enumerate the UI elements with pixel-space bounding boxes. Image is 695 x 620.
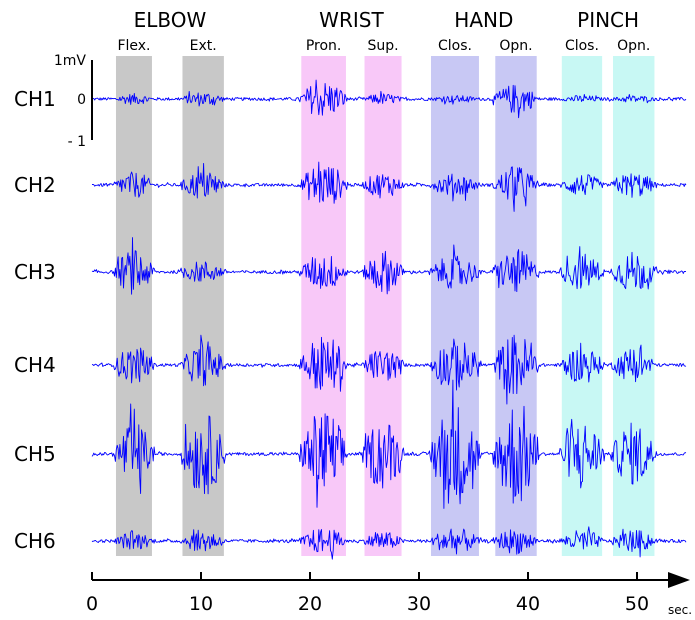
emg-traces	[91, 79, 687, 560]
band-pinch-0	[561, 56, 603, 556]
movement-label-wrist-0: Pron.	[306, 38, 342, 54]
movement-label-pinch-1: Opn.	[617, 38, 650, 54]
channel-label-ch2: CH2	[14, 173, 56, 197]
scale-bottom-label: - 1	[68, 134, 86, 150]
trace-ch6	[91, 526, 687, 560]
movement-label-elbow-1: Ext.	[190, 38, 217, 54]
movement-label-elbow-0: Flex.	[117, 38, 150, 54]
x-tick-label-50: 50	[625, 593, 649, 615]
x-tick-label-20: 20	[298, 593, 322, 615]
group-label-wrist: WRIST	[319, 8, 384, 32]
x-axis-arrow	[668, 572, 690, 588]
x-tick-label-10: 10	[189, 593, 213, 615]
trace-ch2	[91, 161, 687, 212]
group-label-hand: HAND	[454, 8, 513, 32]
x-tick-label-30: 30	[407, 593, 431, 615]
group-label-elbow: ELBOW	[134, 8, 207, 32]
x-tick-label-0: 0	[86, 593, 98, 615]
group-label-pinch: PINCH	[577, 8, 639, 32]
scale-top-label: 1mV	[54, 53, 87, 69]
channel-label-ch4: CH4	[14, 353, 56, 377]
trace-ch4	[91, 334, 687, 405]
scale-zero-label: 0	[77, 92, 86, 108]
movement-label-hand-1: Opn.	[499, 38, 532, 54]
movement-label-wrist-1: Sup.	[367, 38, 398, 54]
x-unit-label: sec.	[668, 603, 692, 617]
band-elbow-0	[115, 56, 152, 556]
movement-label-hand-0: Clos.	[438, 38, 472, 54]
channel-label-ch1: CH1	[14, 87, 56, 111]
band-wrist-0	[301, 56, 346, 556]
band-elbow-1	[182, 56, 224, 556]
channel-label-ch6: CH6	[14, 529, 56, 553]
x-axis: 0 10 20 30 40 50 sec.	[86, 572, 692, 617]
x-tick-label-40: 40	[516, 593, 540, 615]
trace-ch3	[91, 237, 687, 295]
channel-label-ch3: CH3	[14, 260, 56, 284]
trace-ch1	[91, 79, 687, 119]
trace-ch5	[91, 379, 687, 509]
movement-label-pinch-0: Clos.	[565, 38, 599, 54]
band-pinch-1	[613, 56, 655, 556]
chart-labels: ELBOW Flex. Ext. WRIST Pron. Sup. HAND Clos. Opn…	[14, 8, 650, 553]
channel-label-ch5: CH5	[14, 442, 56, 466]
